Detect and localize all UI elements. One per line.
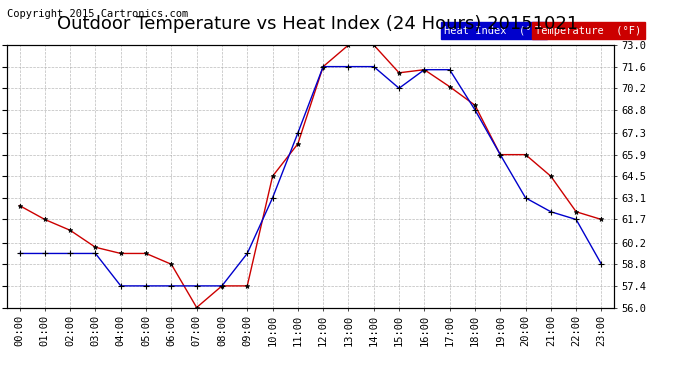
- Text: Temperature  (°F): Temperature (°F): [535, 26, 642, 36]
- Text: Outdoor Temperature vs Heat Index (24 Hours) 20151021: Outdoor Temperature vs Heat Index (24 Ho…: [57, 15, 578, 33]
- Text: Copyright 2015 Cartronics.com: Copyright 2015 Cartronics.com: [7, 9, 188, 19]
- Text: Heat Index  (°F): Heat Index (°F): [444, 26, 544, 36]
